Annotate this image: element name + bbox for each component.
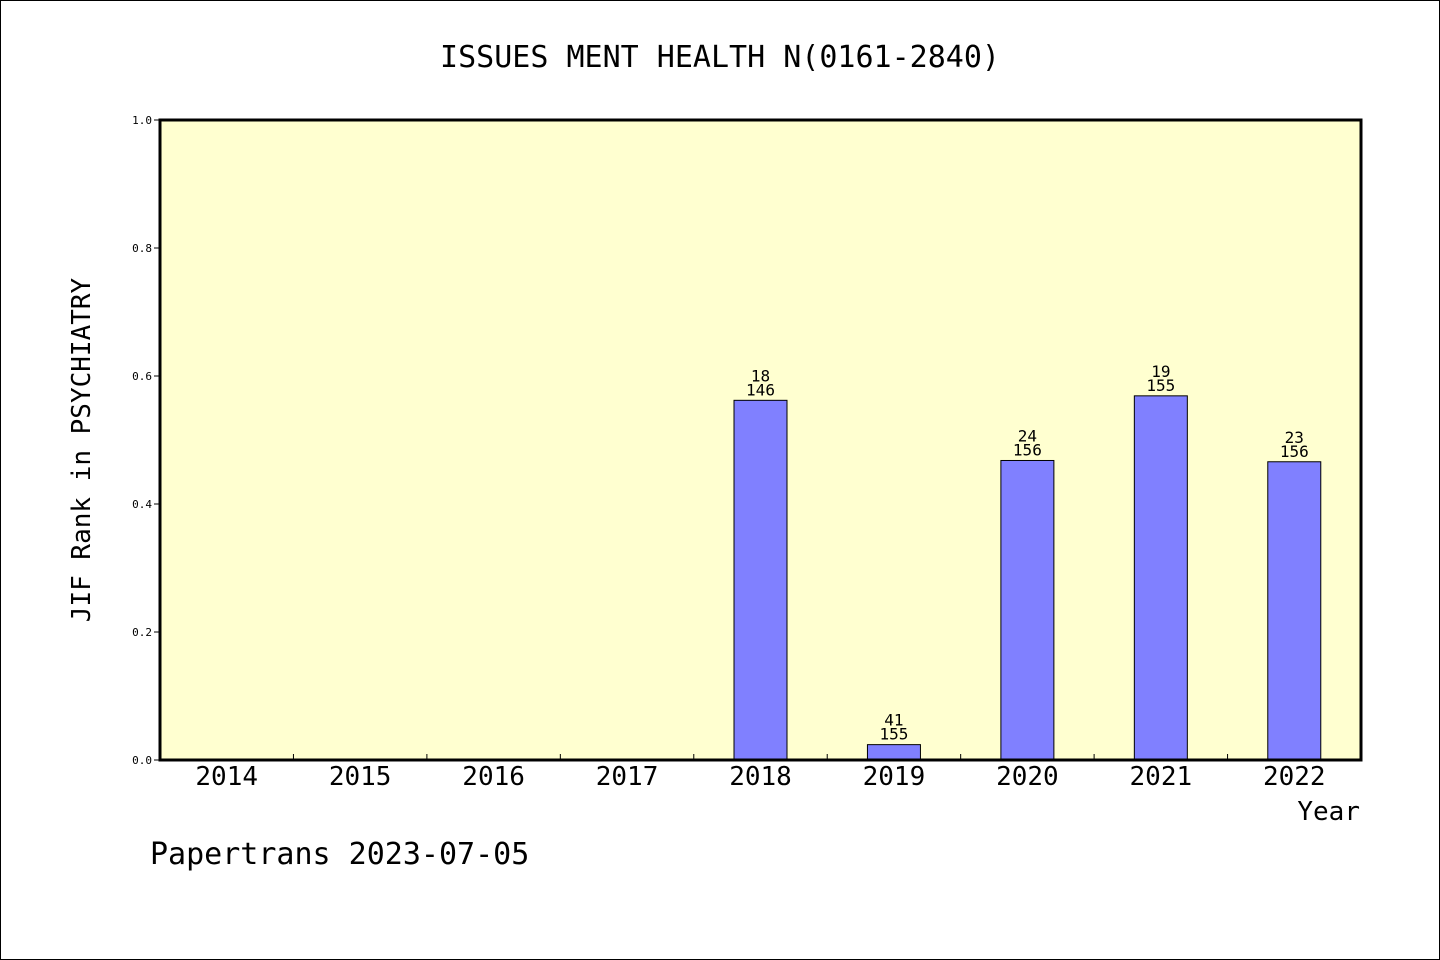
plot-border — [158, 118, 1363, 762]
bar-label-total: 156 — [1280, 442, 1309, 461]
y-tick-label: 0.6 — [132, 370, 152, 383]
y-tick-label: 0.2 — [132, 626, 152, 639]
bar-label-total: 156 — [1013, 440, 1042, 459]
x-tick-label: 2022 — [1263, 762, 1326, 792]
y-axis-ticks: 0.0 0.2 0.4 0.6 0.8 1.0 — [132, 114, 160, 767]
x-tick-label: 2016 — [462, 762, 525, 792]
bar-label-rank: 18 — [751, 366, 770, 385]
y-axis-label: JIF Rank in PSYCHIATRY — [67, 277, 97, 622]
bar-label-total: 155 — [1146, 376, 1175, 395]
x-tick-label: 2021 — [1130, 762, 1193, 792]
bar-label-rank: 41 — [884, 711, 903, 730]
bar-label-total: 155 — [879, 725, 908, 744]
bar-label-rank: 19 — [1151, 362, 1170, 381]
x-axis-label: Year — [1297, 797, 1360, 827]
x-tick-label: 2018 — [729, 762, 792, 792]
chart-title: ISSUES MENT HEALTH N(0161-2840) — [440, 40, 1000, 75]
bar-label-rank: 23 — [1285, 428, 1304, 447]
bar-2019 — [866, 744, 921, 761]
y-tick-label: 0.4 — [132, 498, 152, 511]
bar-label-total: 146 — [746, 380, 775, 399]
footer-text: Papertrans 2023-07-05 — [150, 837, 529, 872]
bar-label-rank: 24 — [1018, 426, 1037, 445]
bar-2020 — [1000, 459, 1055, 761]
x-tick-label: 2020 — [996, 762, 1059, 792]
x-tick-label: 2019 — [863, 762, 926, 792]
x-axis-ticks: 2014 2015 2016 2017 2018 2019 2020 2021 2022 — [195, 754, 1326, 792]
x-tick-label: 2015 — [329, 762, 392, 792]
x-tick-label: 2014 — [195, 762, 258, 792]
y-tick-label: 1.0 — [132, 114, 152, 127]
y-tick-label: 0.0 — [132, 754, 152, 767]
bars — [733, 395, 1322, 761]
y-tick-label: 0.8 — [132, 242, 152, 255]
bar-2018 — [733, 399, 788, 761]
bar-2022 — [1267, 461, 1322, 761]
x-tick-label: 2017 — [596, 762, 659, 792]
bar-2021 — [1133, 395, 1188, 761]
